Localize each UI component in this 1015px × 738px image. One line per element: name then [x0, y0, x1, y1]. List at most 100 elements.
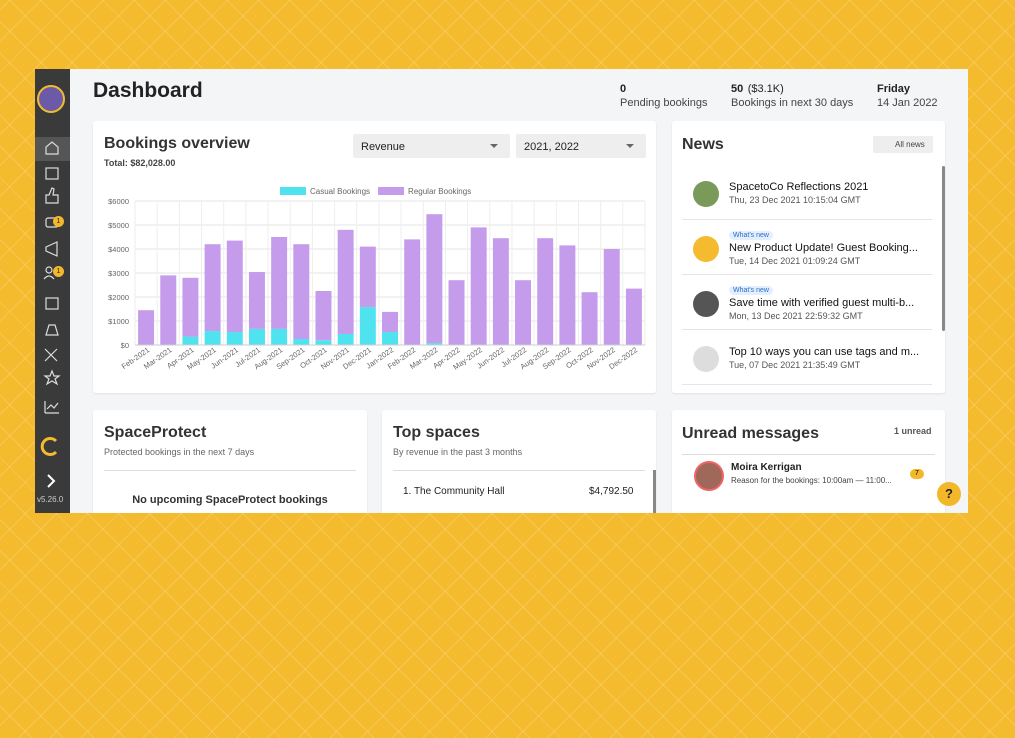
news-item[interactable]: What's new New Product Update! Guest Book… [682, 224, 932, 275]
total: Total: $82,028.00 [104, 158, 176, 168]
bar [138, 310, 155, 345]
news-title: SpacetoCo Reflections 2021 [729, 181, 869, 193]
divider [393, 470, 645, 471]
message-preview[interactable]: Reason for the bookings: 10:00am — 11:00… [731, 476, 892, 485]
y-tick-label: $2000 [108, 293, 129, 302]
bar [271, 237, 288, 329]
bar [426, 214, 443, 344]
sidebar: 1 1 v5.26.0 [35, 69, 70, 513]
stat-value: 50 [731, 83, 744, 95]
stat-extra: ($3.1K) [747, 83, 784, 95]
metric-select[interactable]: Revenue [353, 134, 510, 158]
bar [559, 245, 576, 345]
stat-value: 0 [620, 83, 627, 95]
bar [404, 239, 421, 345]
spaceprotect-card: SpaceProtect Protected bookings in the n… [93, 410, 367, 513]
bar [470, 227, 487, 345]
bookings-card: Bookings overview Total: $82,028.00 Reve… [93, 121, 656, 393]
card-title: Bookings overview [104, 135, 250, 152]
news-item[interactable]: SpacetoCo Reflections 2021 Thu, 23 Dec 20… [682, 169, 932, 220]
bar [537, 238, 554, 345]
divider [682, 454, 935, 455]
card-title: News [682, 136, 724, 153]
news-tag: What's new [729, 231, 773, 240]
legend-swatch [378, 187, 405, 195]
bar [271, 328, 288, 345]
stat-label: 14 Jan 2022 [877, 97, 938, 109]
news-thumb [693, 346, 719, 372]
y-tick-label: $4000 [108, 245, 129, 254]
scrollbar [653, 470, 656, 513]
space-revenue: $4,792.50 [589, 486, 634, 497]
card-subtitle: By revenue in the past 3 months [393, 447, 523, 457]
stat-label: Bookings in next 30 days [731, 97, 854, 109]
news-date: Tue, 07 Dec 2021 21:35:49 GMT [729, 360, 861, 370]
legend-label: Regular Bookings [408, 187, 471, 196]
space-name: 1. The Community Hall [403, 486, 505, 497]
bar [625, 288, 642, 345]
scrollbar [942, 166, 945, 331]
bar [226, 332, 243, 345]
stat-value: Friday [877, 83, 911, 95]
bar [337, 229, 354, 334]
app-window: 1 1 v5.26.0 Dashboard 0 Pending bookings … [35, 69, 968, 513]
unread-card: Unread messages 1 unread Moira Kerrigan … [672, 410, 945, 513]
bar [448, 280, 465, 345]
news-date: Mon, 13 Dec 2021 22:59:32 GMT [729, 311, 863, 321]
bar [315, 291, 332, 341]
legend-label: Casual Bookings [310, 187, 370, 196]
bar [204, 331, 221, 345]
news-card: News All news SpacetoCo Reflections 2021… [672, 121, 945, 393]
sender: Moira Kerrigan [731, 462, 802, 473]
news-title: Save time with verified guest multi-b... [729, 297, 915, 309]
bar [359, 307, 376, 345]
bar [182, 277, 199, 337]
y-tick-label: $5000 [108, 221, 129, 230]
unread-count: 1 unread [894, 426, 932, 436]
y-tick-label: $3000 [108, 269, 129, 278]
all-news-button[interactable]: All news [873, 136, 933, 153]
news-thumb [693, 236, 719, 262]
stat-label: Pending bookings [620, 97, 708, 109]
legend-swatch [280, 187, 306, 195]
chart: $0$1000$2000$3000$4000$5000$6000Feb-2021… [108, 187, 646, 372]
bar [337, 333, 354, 345]
bar [204, 244, 221, 332]
divider [104, 470, 356, 471]
bar [160, 275, 177, 345]
y-tick-label: $6000 [108, 197, 129, 206]
news-item[interactable]: Top 10 ways you can use tags and m... Tue… [682, 334, 932, 385]
badge: 1 [53, 266, 64, 277]
y-tick-label: $1000 [108, 317, 129, 326]
news-date: Thu, 23 Dec 2021 10:15:04 GMT [729, 195, 861, 205]
stat: 50 ($3.1K) Bookings in next 30 days [731, 79, 853, 109]
sidebar-icons [35, 85, 70, 488]
bar [182, 336, 199, 345]
help-button[interactable]: ? [937, 482, 961, 506]
avatar [694, 461, 724, 491]
news-item[interactable]: SpacetoCo wins the Government an... [682, 389, 932, 393]
bar [248, 272, 265, 329]
bar [248, 328, 265, 345]
news-thumb [693, 181, 719, 207]
news-thumb [693, 291, 719, 317]
news-item[interactable]: What's new Save time with verified guest … [682, 279, 932, 330]
bar [315, 340, 332, 345]
bar [382, 332, 398, 345]
empty-text: No upcoming SpaceProtect bookings [132, 494, 328, 506]
bar [293, 244, 310, 339]
card-title: SpaceProtect [104, 424, 207, 441]
news-tag: What's new [729, 286, 773, 295]
stat: Friday 14 Jan 2022 [877, 79, 938, 109]
page-title: Dashboard [93, 79, 203, 102]
stat: 0 Pending bookings [620, 79, 707, 109]
message-badge: 7 [910, 469, 924, 479]
bar [515, 280, 532, 345]
year-select[interactable]: 2021, 2022 [516, 134, 646, 158]
y-tick-label: $0 [121, 341, 129, 350]
news-title: New Product Update! Guest Booking... [729, 242, 918, 254]
bar [426, 343, 443, 345]
news-title: Top 10 ways you can use tags and m... [729, 346, 920, 358]
card-subtitle: Protected bookings in the next 7 days [104, 447, 255, 457]
top-spaces-card: Top spaces By revenue in the past 3 mont… [382, 410, 656, 513]
